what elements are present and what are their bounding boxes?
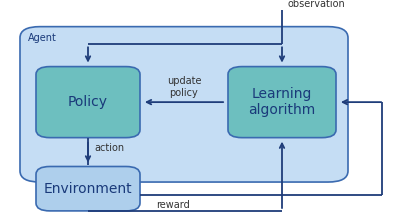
Text: Agent: Agent xyxy=(28,33,57,43)
Text: reward: reward xyxy=(156,200,190,210)
Text: action: action xyxy=(94,143,124,153)
Text: Environment: Environment xyxy=(44,182,132,196)
FancyBboxPatch shape xyxy=(36,67,140,138)
Text: observation: observation xyxy=(288,0,346,9)
FancyBboxPatch shape xyxy=(36,166,140,211)
Text: Policy: Policy xyxy=(68,95,108,109)
Text: Learning
algorithm: Learning algorithm xyxy=(248,87,316,117)
FancyBboxPatch shape xyxy=(20,27,348,182)
FancyBboxPatch shape xyxy=(228,67,336,138)
Text: update
policy: update policy xyxy=(167,76,201,98)
